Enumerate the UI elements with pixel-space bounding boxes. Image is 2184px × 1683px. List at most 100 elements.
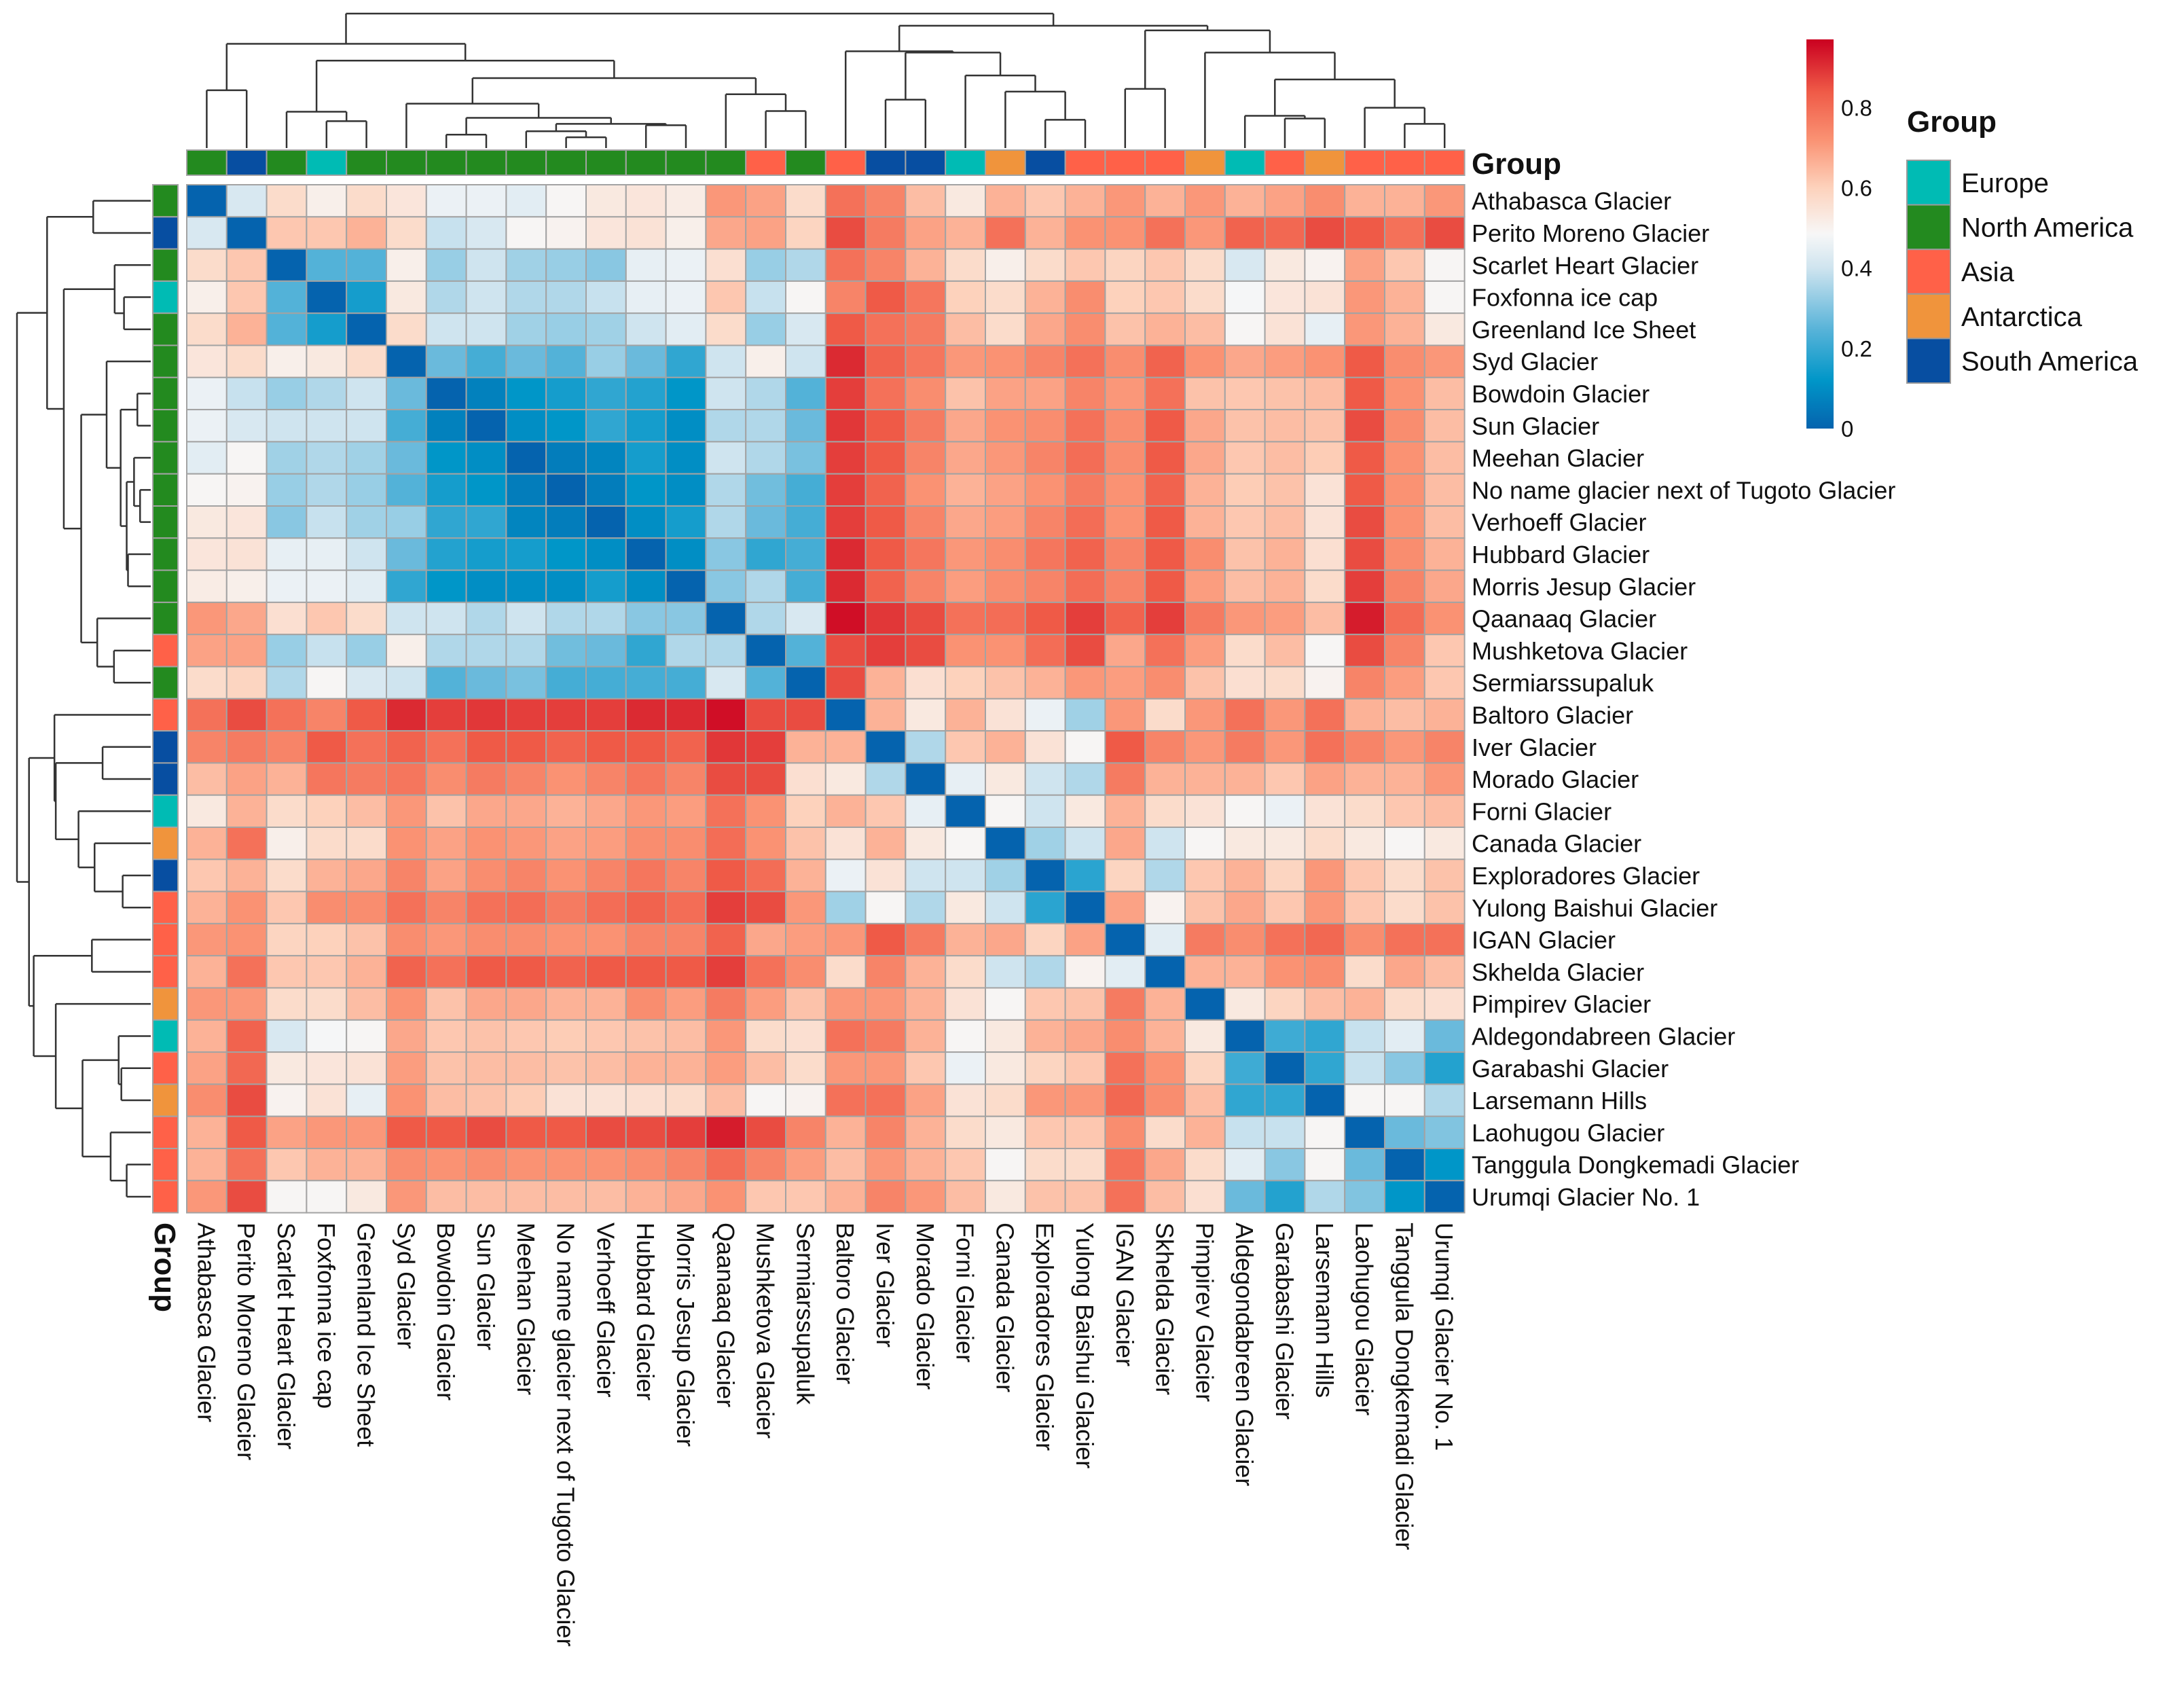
heatmap-cell (945, 312, 986, 346)
heatmap-cell (266, 922, 308, 957)
heatmap-cell (625, 537, 667, 571)
heatmap-cell (186, 827, 228, 861)
heatmap-cell (186, 248, 228, 282)
heatmap-cell (1144, 601, 1186, 636)
heatmap-cell (186, 376, 228, 411)
heatmap-cell (1184, 794, 1226, 828)
row-label: Greenland Ice Sheet (1472, 316, 1696, 344)
heatmap-cell (824, 634, 867, 668)
heatmap-cell (1184, 280, 1226, 314)
row-group-cell (152, 1180, 179, 1214)
heatmap-cell (585, 1148, 627, 1182)
heatmap-cell (1104, 505, 1146, 539)
heatmap-cell (625, 280, 667, 314)
heatmap-cell (864, 1019, 907, 1053)
heatmap-cell (346, 216, 388, 250)
heatmap-cell (386, 1051, 427, 1085)
heatmap-cell (905, 698, 947, 732)
legend-label: South America (1961, 346, 2138, 376)
heatmap-cell (1144, 1019, 1186, 1053)
heatmap-cell (1224, 890, 1266, 924)
heatmap-cell (1423, 794, 1466, 828)
heatmap-cell (1224, 858, 1266, 892)
column-group-cell (824, 149, 867, 176)
heatmap-cell (705, 601, 747, 636)
heatmap-cell (625, 248, 667, 282)
heatmap-cell (1304, 955, 1346, 989)
heatmap-cell (625, 216, 667, 250)
heatmap-cell (1423, 473, 1466, 507)
heatmap-cell (945, 473, 986, 507)
heatmap-cell (1024, 505, 1066, 539)
heatmap-cell (905, 312, 947, 346)
heatmap-cell (1104, 762, 1146, 796)
heatmap-cell (665, 216, 707, 250)
heatmap-cell (545, 537, 587, 571)
heatmap-cell (905, 827, 947, 861)
heatmap-cell (1104, 441, 1146, 475)
heatmap-cell (1184, 922, 1226, 957)
heatmap-cell (306, 1180, 348, 1214)
heatmap-cell (665, 890, 707, 924)
heatmap-cell (1104, 1019, 1146, 1053)
row-dendrogram (16, 200, 151, 1198)
heatmap-cell (985, 634, 1026, 668)
heatmap-cell (705, 1083, 747, 1117)
heatmap-cell (505, 762, 547, 796)
heatmap-cell (425, 827, 467, 861)
heatmap-cell (346, 537, 388, 571)
heatmap-cell (1144, 827, 1186, 861)
heatmap-cell (985, 1180, 1026, 1214)
heatmap-cell (465, 762, 507, 796)
heatmap-cell (665, 987, 707, 1021)
heatmap-cell (905, 505, 947, 539)
colorbar-tick-label: 0 (1841, 416, 1853, 441)
heatmap-cell (186, 312, 228, 346)
heatmap-cell (824, 890, 867, 924)
heatmap-cell (745, 601, 786, 636)
row-label: Skhelda Glacier (1472, 958, 1644, 986)
heatmap-cell (346, 955, 388, 989)
heatmap-cell (1024, 280, 1066, 314)
heatmap-cell (225, 987, 268, 1021)
column-group-cell (945, 149, 986, 176)
heatmap-cell (1184, 762, 1226, 796)
heatmap-cell (1184, 1083, 1226, 1117)
heatmap-cell (425, 955, 467, 989)
row-label: Iver Glacier (1472, 734, 1597, 761)
heatmap-cell (346, 1083, 388, 1117)
heatmap-cell (1144, 890, 1186, 924)
heatmap-cell (1304, 184, 1346, 218)
heatmap-cell (745, 698, 786, 732)
heatmap-cell (1104, 216, 1146, 250)
heatmap-cell (386, 344, 427, 378)
heatmap-cell (425, 1115, 467, 1149)
heatmap-cell (785, 312, 826, 346)
heatmap-cell (1104, 1148, 1146, 1182)
column-label: Exploradores Glacier (1031, 1223, 1059, 1451)
heatmap-cell (1224, 1115, 1266, 1149)
column-group-cell (425, 149, 467, 176)
heatmap-cell (745, 344, 786, 378)
row-labels: Athabasca Glacier Perito Moreno Glacier Sc… (1472, 187, 1895, 1211)
heatmap-cell (386, 730, 427, 764)
heatmap-cell (1384, 473, 1425, 507)
heatmap-cell (905, 248, 947, 282)
heatmap-cell (745, 666, 786, 700)
row-label: Morris Jesup Glacier (1472, 573, 1696, 600)
heatmap-cell (225, 184, 268, 218)
heatmap-cell (1144, 312, 1186, 346)
heatmap-cell (1104, 890, 1146, 924)
heatmap-cell (1344, 634, 1385, 668)
heatmap-cell (1024, 1083, 1066, 1117)
heatmap-cell (585, 827, 627, 861)
heatmap-cell (1024, 890, 1066, 924)
heatmap-cell (465, 601, 507, 636)
heatmap-cell (225, 698, 268, 732)
heatmap-cell (1064, 730, 1106, 764)
heatmap-cell (186, 280, 228, 314)
heatmap-cell (1423, 409, 1466, 443)
heatmap-cell (346, 1148, 388, 1182)
heatmap-cell (225, 890, 268, 924)
heatmap-cell (945, 955, 986, 989)
